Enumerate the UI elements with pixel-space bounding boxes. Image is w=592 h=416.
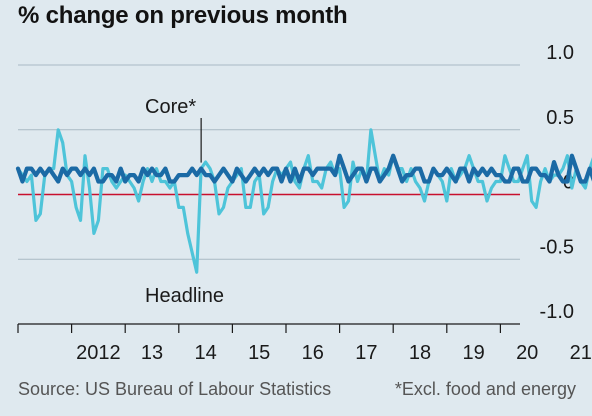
y-tick-label: -0.5 — [540, 236, 574, 258]
headline-series-line — [16, 128, 592, 274]
core-series-line — [15, 153, 592, 184]
source-note: Source: US Bureau of Labour Statistics — [18, 379, 332, 399]
y-axis-labels: 1.00.50-0.5-1.0 — [540, 42, 574, 323]
series-lines — [15, 128, 592, 274]
x-tick-label: 2012 — [76, 342, 121, 364]
footnote: *Excl. food and energy — [394, 379, 576, 399]
x-tick-label: 15 — [248, 342, 270, 364]
x-tick-label: 17 — [355, 342, 377, 364]
chart-title: % change on previous month — [18, 2, 348, 29]
x-tick-label: 21 — [570, 342, 592, 364]
annotations: Core* Headline — [145, 96, 224, 307]
y-tick-label: -1.0 — [540, 301, 574, 323]
x-tick-label: 18 — [409, 342, 431, 364]
x-tick-label: 19 — [462, 342, 484, 364]
x-tick-label: 13 — [141, 342, 163, 364]
y-tick-label: 1.0 — [546, 42, 574, 64]
line-chart: 1.00.50-0.5-1.0 2012 13 14 15 16 17 18 19 20 21 C… — [15, 42, 592, 364]
core-label: Core* — [145, 96, 196, 118]
y-tick-label: 0.5 — [546, 107, 574, 129]
x-axis: 2012 13 14 15 16 17 18 19 20 21 — [17, 323, 592, 364]
headline-label: Headline — [145, 285, 224, 307]
x-tick-label: 16 — [302, 342, 324, 364]
x-tick-label: 14 — [194, 342, 216, 364]
x-tick-label: 20 — [516, 342, 538, 364]
